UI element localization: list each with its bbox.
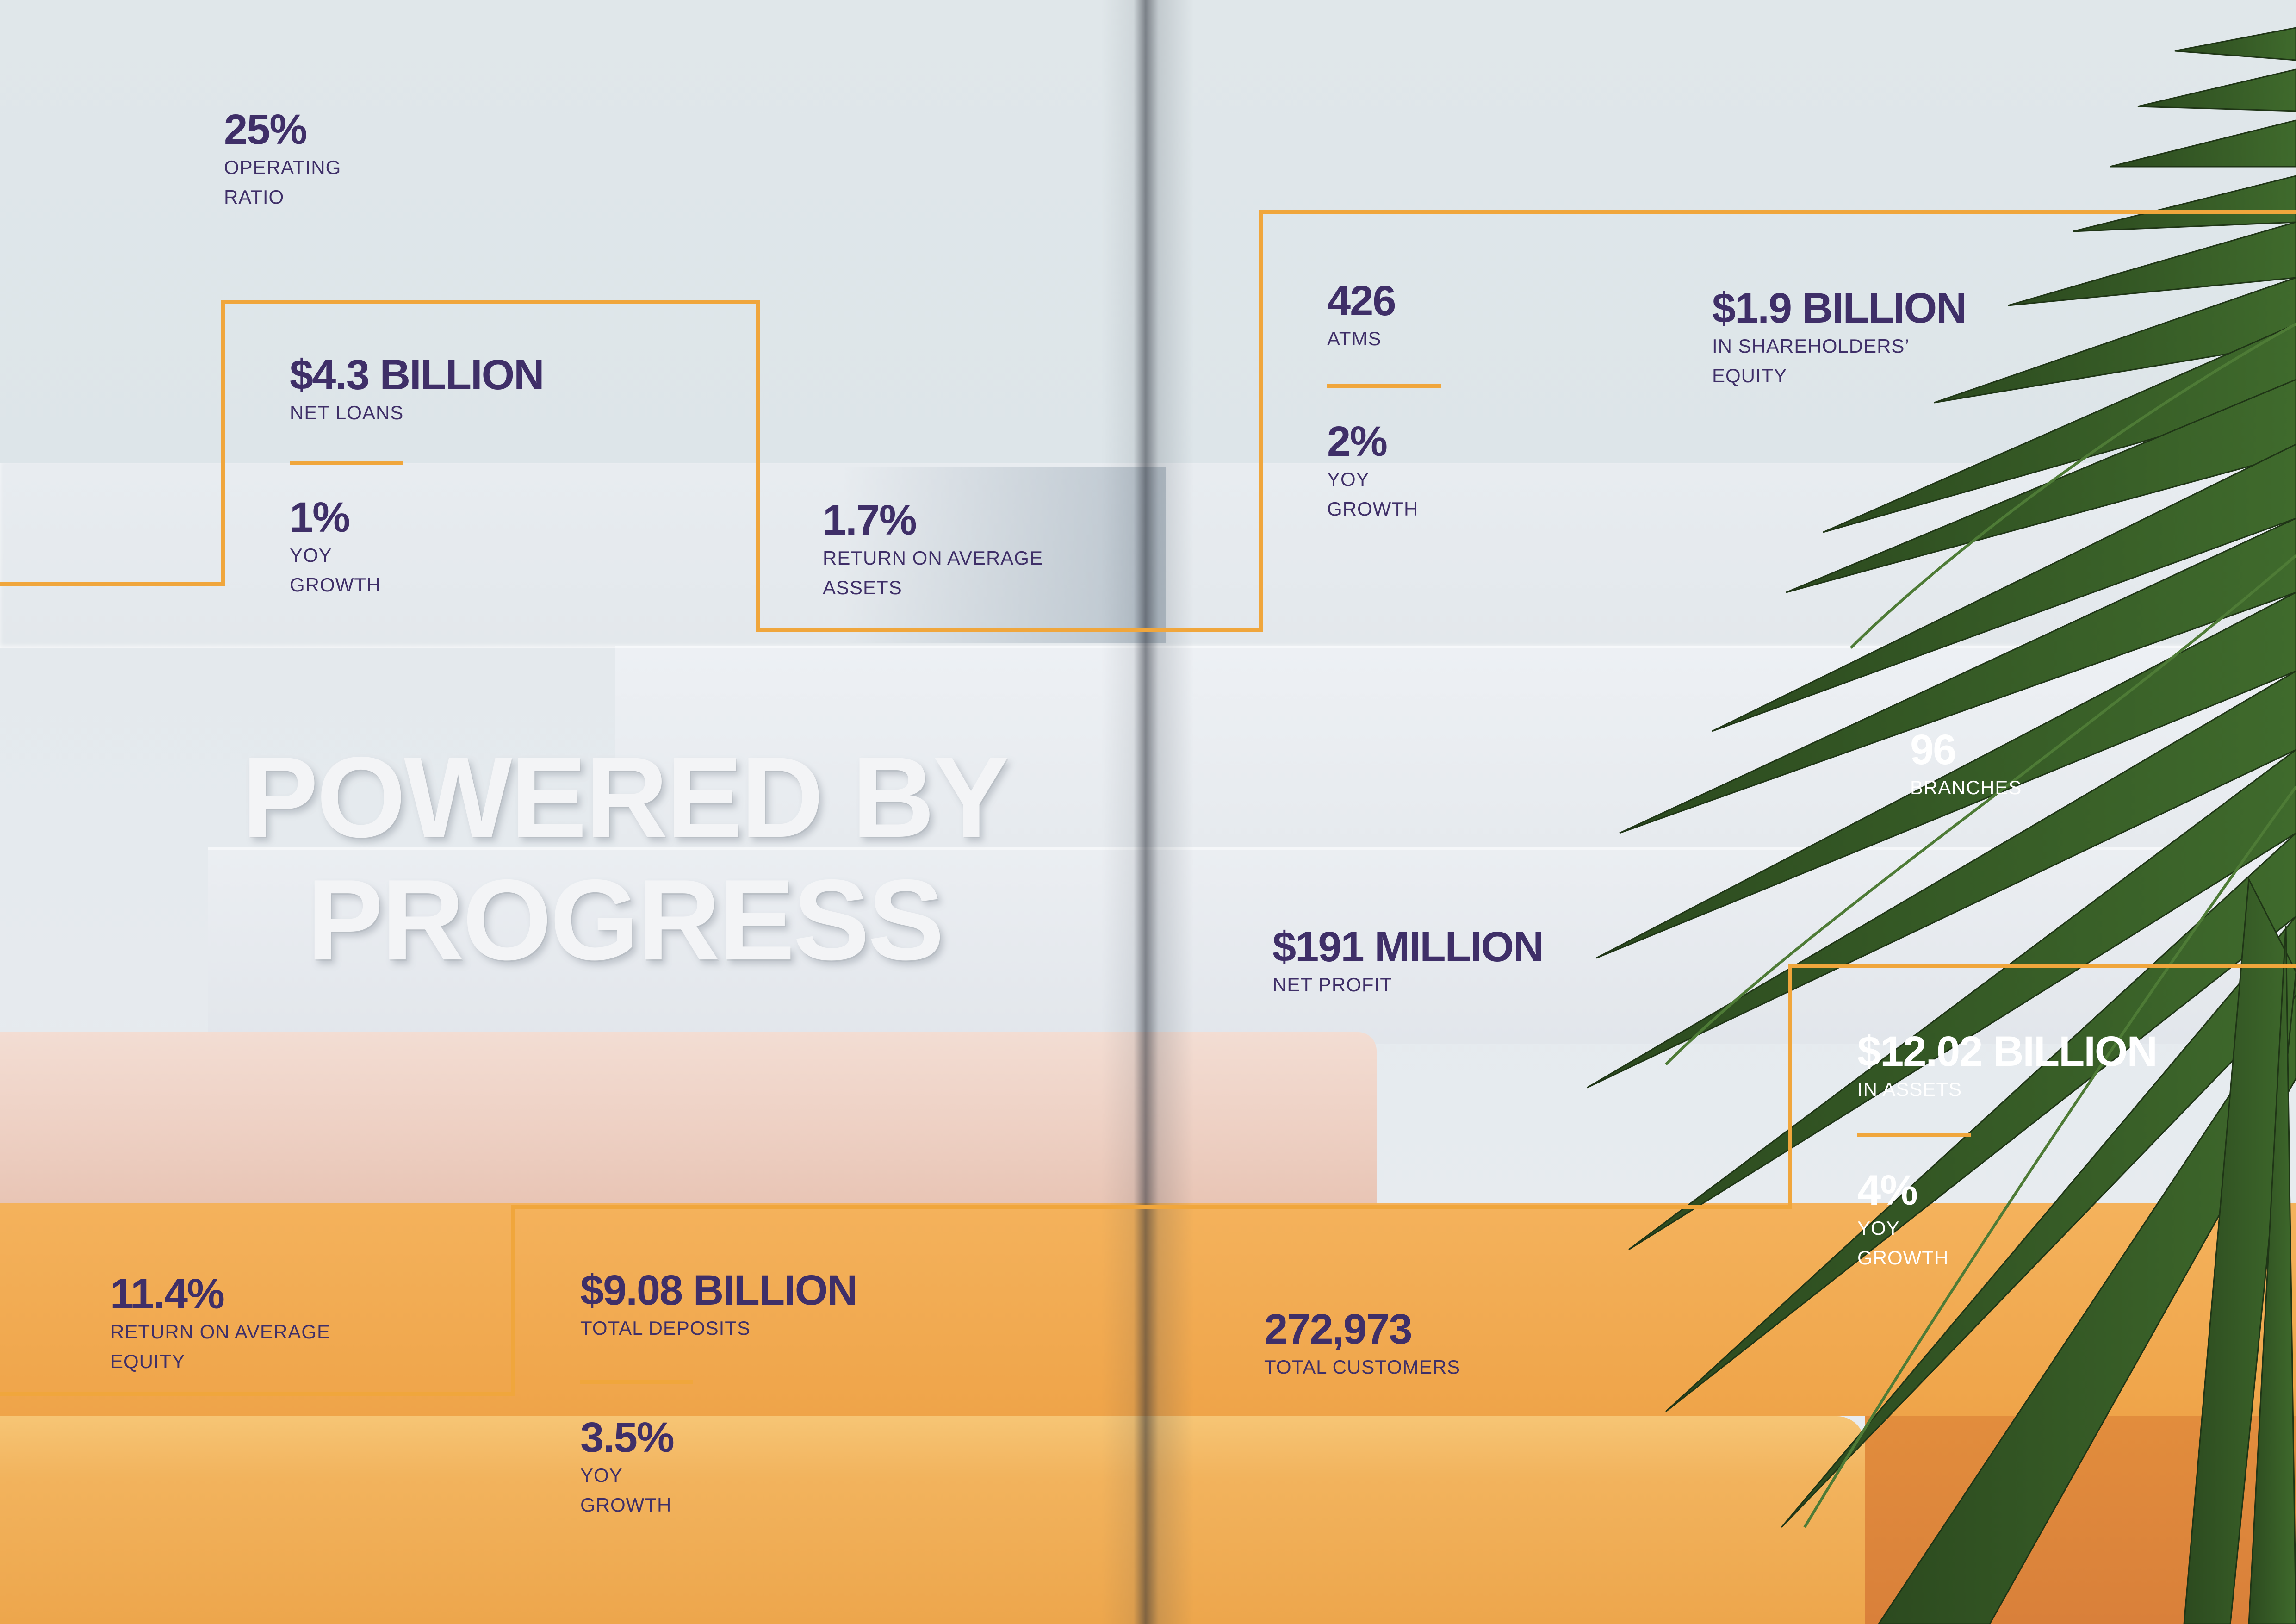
palm-leaf-illustration — [1587, 27, 2296, 1624]
stat-divider — [290, 461, 403, 465]
stat-assets: $12.02 BILLION IN ASSETS — [1857, 1028, 2158, 1104]
stat-net-loans-growth: 1% YOY GROWTH — [290, 494, 381, 600]
stat-value: 25% — [224, 106, 307, 153]
stat-label: IN SHAREHOLDERS’ — [1712, 335, 1910, 357]
stat-divider — [1327, 384, 1441, 388]
stat-branches: 96 BRANCHES — [1910, 727, 2022, 803]
stat-label: RETURN ON AVERAGE — [110, 1321, 330, 1343]
stat-label: GROWTH — [1327, 498, 1419, 520]
orange-cylinder — [0, 1416, 1865, 1624]
stat-operating-ratio: 25% OPERATING RATIO — [224, 106, 341, 212]
stat-label: YOY — [1327, 468, 1370, 490]
stat-label: GROWTH — [1857, 1247, 1949, 1269]
stat-divider — [580, 1380, 693, 1384]
stat-atms: 426 ATMS — [1327, 278, 1396, 354]
stat-shareholders-equity: $1.9 BILLION IN SHAREHOLDERS’ EQUITY — [1712, 285, 1967, 391]
stat-label: YOY — [580, 1464, 623, 1486]
headline-line-2: PROGRESS — [307, 855, 944, 984]
stat-value: $9.08 BILLION — [580, 1267, 858, 1314]
stat-label: OPERATING — [224, 156, 341, 178]
stat-label: YOY — [290, 544, 332, 566]
stat-label: ATMS — [1327, 328, 1382, 349]
stat-divider — [1857, 1133, 1971, 1137]
stat-roaa: 1.7% RETURN ON AVERAGE ASSETS — [823, 497, 1043, 603]
stat-label: BRANCHES — [1910, 777, 2022, 798]
stat-net-loans: $4.3 BILLION NET LOANS — [290, 351, 545, 428]
stat-value: 4% — [1857, 1167, 1918, 1214]
stat-label: YOY — [1857, 1217, 1900, 1239]
stat-value: 426 — [1327, 277, 1396, 324]
stat-deposits-growth: 3.5% YOY GROWTH — [580, 1414, 675, 1520]
stat-label: EQUITY — [110, 1350, 186, 1372]
stat-value: 1% — [290, 494, 350, 541]
stat-label: TOTAL CUSTOMERS — [1264, 1356, 1461, 1378]
stat-label: EQUITY — [1712, 365, 1787, 386]
stat-value: 2% — [1327, 418, 1388, 465]
stat-value: $4.3 BILLION — [290, 351, 545, 398]
stat-roae: 11.4% RETURN ON AVERAGE EQUITY — [110, 1271, 330, 1376]
stat-label: ASSETS — [823, 577, 902, 598]
stat-label: IN ASSETS — [1857, 1078, 1962, 1100]
stat-label: NET PROFIT — [1272, 974, 1392, 996]
stat-net-profit: $191 MILLION NET PROFIT — [1272, 923, 1544, 1000]
stat-value: 3.5% — [580, 1414, 675, 1461]
stat-value: $1.9 BILLION — [1712, 285, 1967, 332]
headline-line-1: POWERED BY — [242, 733, 1010, 861]
headline: POWERED BY PROGRESS — [204, 736, 1046, 981]
stat-label: RETURN ON AVERAGE — [823, 547, 1043, 569]
stat-customers: 272,973 TOTAL CUSTOMERS — [1264, 1306, 1460, 1382]
stat-value: 272,973 — [1264, 1306, 1413, 1353]
stat-label: GROWTH — [580, 1494, 672, 1516]
stat-atms-growth: 2% YOY GROWTH — [1327, 418, 1418, 524]
stat-value: $191 MILLION — [1272, 923, 1544, 971]
stat-label: GROWTH — [290, 574, 381, 596]
stat-value: $12.02 BILLION — [1857, 1028, 2158, 1075]
stat-label: RATIO — [224, 186, 285, 208]
stat-value: 1.7% — [823, 497, 917, 544]
book-spine-shadow — [1101, 0, 1194, 1624]
stat-assets-growth: 4% YOY GROWTH — [1857, 1167, 1948, 1273]
stat-deposits: $9.08 BILLION TOTAL DEPOSITS — [580, 1267, 858, 1343]
stat-label: NET LOANS — [290, 402, 404, 423]
stat-value: 11.4% — [110, 1270, 225, 1318]
stat-label: TOTAL DEPOSITS — [580, 1317, 751, 1339]
stat-value: 96 — [1910, 726, 1956, 773]
